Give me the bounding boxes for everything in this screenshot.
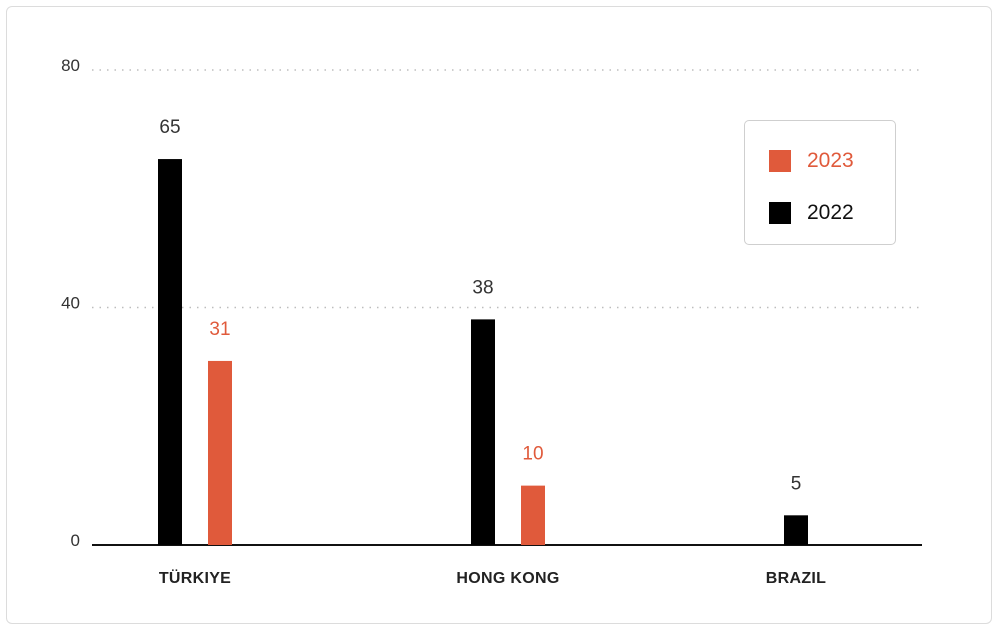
data-label-2023-0: 31	[209, 319, 230, 340]
bar-2023-1	[521, 485, 545, 545]
legend-swatch-2023	[769, 150, 791, 172]
legend: 2023 2022	[744, 120, 896, 245]
bar-2022-2	[784, 515, 808, 545]
y-tick-label-80: 80	[61, 56, 80, 75]
data-label-2022-1: 38	[472, 277, 493, 298]
data-label-2023-1: 10	[522, 444, 543, 465]
legend-swatch-2022	[769, 202, 791, 224]
bar-2022-0	[158, 159, 182, 545]
legend-item-2023: 2023	[769, 149, 854, 173]
data-label-2022-2: 5	[791, 473, 802, 494]
x-tick-label-1: HONG KONG	[456, 570, 559, 587]
bar-2023-0	[208, 360, 232, 545]
x-tick-label-2: BRAZIL	[766, 570, 826, 587]
legend-item-2022: 2022	[769, 201, 854, 225]
bar-2022-1	[471, 319, 495, 545]
y-tick-label-40: 40	[61, 294, 80, 313]
y-tick-label-0: 0	[71, 531, 80, 550]
x-tick-label-0: TÜRKIYE	[159, 568, 231, 587]
data-label-2022-0: 65	[159, 117, 180, 138]
legend-label-2023: 2023	[807, 149, 854, 172]
legend-label-2022: 2022	[807, 201, 854, 224]
